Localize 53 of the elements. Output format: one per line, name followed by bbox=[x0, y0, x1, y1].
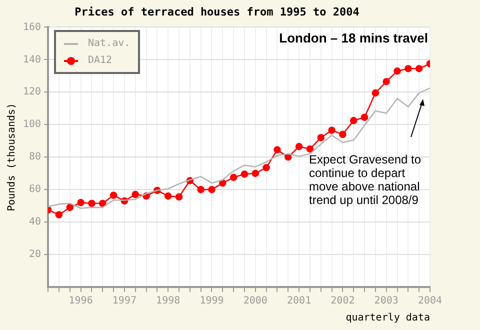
x-tick-label: 1999 bbox=[200, 296, 224, 307]
chart-title: Prices of terraced houses from 1995 to 2004 bbox=[74, 5, 360, 18]
x-tick-label: 2000 bbox=[243, 296, 268, 307]
point bbox=[382, 78, 390, 86]
point bbox=[274, 146, 281, 154]
x-axis-title: quarterly data bbox=[346, 312, 430, 324]
point bbox=[317, 134, 325, 142]
y-tick-label: 20 bbox=[29, 249, 42, 260]
point bbox=[360, 114, 368, 121]
y-tick-label: 120 bbox=[23, 86, 42, 98]
annotation: Expect Gravesend to continue to depart move above national trend up until 2008/9 bbox=[309, 152, 422, 207]
x-tick-label: 1996 bbox=[68, 296, 93, 307]
point bbox=[306, 145, 314, 153]
point bbox=[88, 200, 96, 208]
x-tick-label: 2001 bbox=[287, 296, 312, 307]
point bbox=[415, 64, 423, 72]
point bbox=[208, 186, 216, 194]
point bbox=[404, 64, 412, 72]
y-tick-label: 40 bbox=[29, 216, 42, 228]
point bbox=[98, 200, 106, 208]
point bbox=[262, 164, 270, 172]
point bbox=[328, 126, 336, 134]
y-tick-label: 100 bbox=[23, 119, 42, 130]
y-tick-label: 160 bbox=[23, 22, 42, 33]
x-tick-label: 1998 bbox=[156, 296, 180, 307]
point bbox=[339, 130, 346, 138]
x-tick-label: 2004 bbox=[418, 296, 442, 307]
y-tick-label: 140 bbox=[23, 54, 42, 66]
legend-label: DA12 bbox=[88, 54, 112, 68]
x-tick-label: 1997 bbox=[112, 296, 136, 307]
x-tick-label: 2003 bbox=[374, 296, 398, 307]
point bbox=[55, 211, 63, 218]
legend-label: Nat.av. bbox=[88, 37, 130, 51]
point bbox=[295, 142, 303, 150]
point bbox=[372, 89, 380, 97]
point bbox=[132, 190, 140, 198]
point bbox=[197, 186, 204, 194]
point bbox=[66, 204, 74, 212]
point bbox=[175, 193, 183, 201]
point bbox=[164, 192, 172, 200]
y-tick-label: 60 bbox=[29, 184, 42, 196]
point bbox=[110, 192, 118, 199]
point bbox=[350, 116, 358, 124]
point bbox=[240, 170, 248, 178]
point bbox=[219, 179, 226, 187]
point bbox=[230, 174, 238, 182]
annotation: London – 18 mins travel bbox=[279, 30, 428, 46]
y-tick-label: 80 bbox=[29, 152, 42, 163]
point bbox=[77, 198, 84, 206]
point bbox=[252, 170, 260, 177]
y-axis-title: Pounds (thousands) bbox=[6, 102, 18, 212]
x-tick-label: 2002 bbox=[330, 296, 355, 307]
point bbox=[394, 67, 401, 75]
